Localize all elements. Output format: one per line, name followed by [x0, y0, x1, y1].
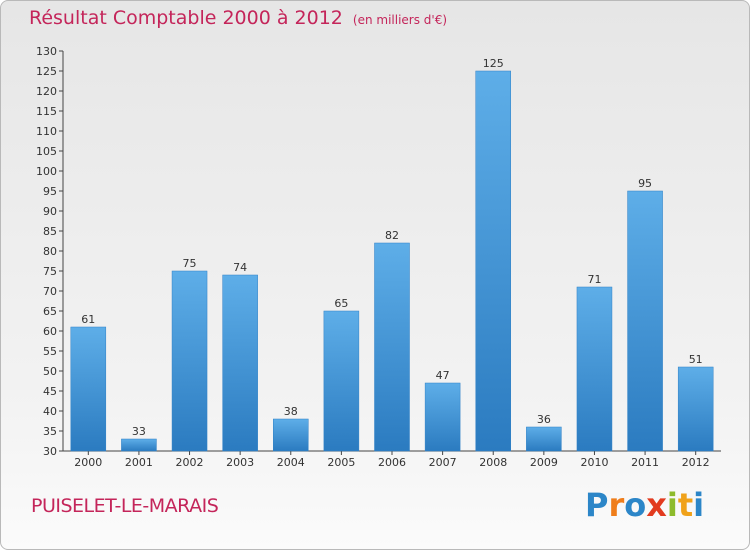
logo-letter: t — [677, 486, 694, 524]
proxiti-logo: Proxiti — [585, 486, 704, 524]
y-tick-label: 80 — [43, 245, 57, 258]
data-label-2002: 75 — [183, 257, 197, 270]
chart-subtitle: (en milliers d'€) — [352, 13, 448, 27]
bar-2006 — [374, 242, 410, 452]
y-tick-label: 130 — [36, 45, 57, 58]
bar-2005 — [323, 310, 360, 452]
bar-2004 — [273, 418, 309, 452]
data-label-2007: 47 — [436, 369, 450, 382]
y-tick-label: 105 — [36, 145, 57, 158]
data-label-2000: 61 — [81, 313, 95, 326]
x-tick-label-2009: 2009 — [530, 456, 558, 469]
y-tick-label: 90 — [43, 205, 57, 218]
bar-2011 — [627, 190, 663, 452]
logo-letter: i — [666, 486, 678, 524]
y-tick-label: 85 — [43, 225, 57, 238]
logo-letter: i — [693, 486, 705, 524]
data-label-2003: 74 — [233, 261, 247, 274]
x-tick-label-2001: 2001 — [125, 456, 153, 469]
chart-title: Résultat Comptable 2000 à 2012 — [29, 7, 343, 29]
data-label-2012: 51 — [689, 353, 703, 366]
data-label-2005: 65 — [334, 297, 348, 310]
commune-name: PUISELET-LE-MARAIS — [31, 495, 219, 517]
x-tick-label-2010: 2010 — [580, 456, 608, 469]
y-tick-label: 125 — [36, 65, 57, 78]
x-tick-label-2005: 2005 — [327, 456, 355, 469]
y-tick-label: 65 — [43, 305, 57, 318]
logo-letter: r — [608, 486, 625, 524]
x-tick-label-2006: 2006 — [378, 456, 406, 469]
bar-2002 — [171, 270, 208, 452]
bar-2000 — [70, 326, 107, 452]
bar-2009 — [526, 426, 562, 452]
x-tick-label-2002: 2002 — [176, 456, 204, 469]
y-tick-label: 35 — [43, 425, 57, 438]
y-tick-label: 115 — [36, 105, 57, 118]
x-tick-label-2011: 2011 — [631, 456, 659, 469]
bar-2007 — [424, 382, 461, 452]
chart-title-block: Résultat Comptable 2000 à 2012 (en millie… — [29, 7, 447, 29]
logo-letter: o — [624, 486, 647, 524]
y-tick-label: 70 — [43, 285, 57, 298]
x-tick-label-2003: 2003 — [226, 456, 254, 469]
bar-2010 — [576, 286, 613, 452]
y-tick-label: 100 — [36, 165, 57, 178]
y-tick-label: 60 — [43, 325, 57, 338]
logo-letter: x — [646, 486, 667, 524]
y-tick-label: 30 — [43, 445, 57, 458]
data-label-2001: 33 — [132, 425, 146, 438]
bar-series: 61 33 75 74 38 65 82 47 125 36 71 95 51 — [70, 57, 714, 452]
data-label-2010: 71 — [587, 273, 601, 286]
y-tick-label: 50 — [43, 365, 57, 378]
x-tick-label-2012: 2012 — [682, 456, 710, 469]
y-tick-label: 75 — [43, 265, 57, 278]
data-label-2004: 38 — [284, 405, 298, 418]
x-axis: 2000 2001 2002 2003 2004 2005 2006 2007 2008 2009… — [63, 450, 721, 469]
x-tick-label-2000: 2000 — [74, 456, 102, 469]
data-label-2009: 36 — [537, 413, 551, 426]
x-tick-label-2008: 2008 — [479, 456, 507, 469]
y-tick-label: 40 — [43, 405, 57, 418]
bar-2012 — [677, 366, 714, 452]
x-tick-label-2007: 2007 — [429, 456, 457, 469]
y-axis: 30 35 40 45 50 55 60 65 70 75 80 85 90 95 100 105 110 115… — [36, 45, 64, 458]
logo-letter: P — [585, 486, 609, 524]
data-label-2006: 82 — [385, 229, 399, 242]
y-tick-label: 55 — [43, 345, 57, 358]
y-tick-label: 120 — [36, 85, 57, 98]
y-tick-label: 45 — [43, 385, 57, 398]
x-tick-label-2004: 2004 — [277, 456, 305, 469]
bar-2001 — [121, 438, 157, 452]
data-label-2008: 125 — [483, 57, 504, 70]
y-tick-label: 110 — [36, 125, 57, 138]
data-label-2011: 95 — [638, 177, 652, 190]
bar-2003 — [222, 274, 258, 452]
y-tick-label: 95 — [43, 185, 57, 198]
bar-2008 — [475, 70, 511, 452]
